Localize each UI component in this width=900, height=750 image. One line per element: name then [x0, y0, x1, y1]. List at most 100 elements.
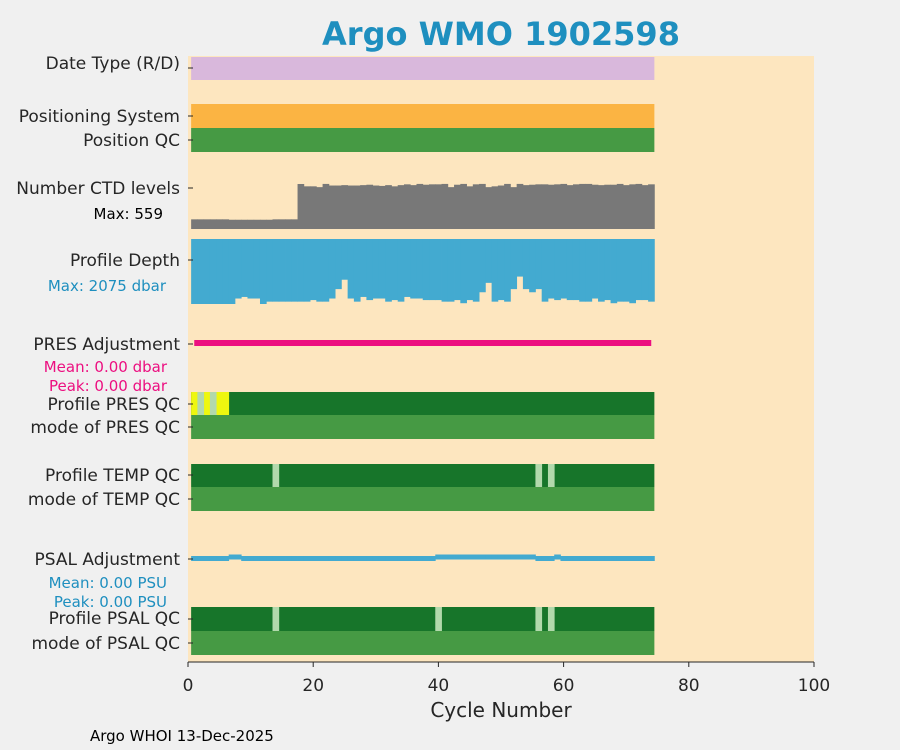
ctd-bar	[328, 185, 336, 229]
depth-bar	[579, 239, 586, 302]
psal-adjustment-segment	[554, 554, 561, 560]
ctd-bar	[266, 219, 273, 229]
depth-bar	[397, 239, 405, 302]
depth-bar	[303, 239, 311, 302]
psal-adjustment-segment	[353, 556, 361, 561]
depth-bar	[516, 239, 524, 277]
depth-bar	[378, 239, 386, 299]
ctd-bar	[410, 185, 417, 229]
depth-bar	[403, 239, 411, 297]
psal-adjustment-segment	[341, 556, 349, 561]
ctd-bar	[460, 183, 467, 229]
psal-adjustment-segment	[454, 554, 461, 560]
ctd-bar	[241, 219, 248, 229]
label-mode-pres-qc: mode of PRES QC	[30, 418, 180, 438]
ctd-bar	[310, 186, 317, 229]
psal-adjustment-segment	[422, 556, 430, 561]
psal-adjustment-segment	[497, 554, 505, 560]
psal-adjustment-segment	[372, 556, 380, 561]
ctd-bar	[347, 185, 355, 229]
psal-adjustment-segment	[435, 554, 442, 560]
ctd-bar	[635, 183, 643, 229]
ctd-bar	[454, 184, 461, 229]
depth-bar	[641, 239, 649, 301]
depth-bar	[598, 239, 605, 302]
band-profile-temp-qc	[191, 464, 655, 487]
depth-bar	[610, 239, 618, 304]
psal-adjustment-segment	[397, 556, 405, 561]
depth-bar	[410, 239, 417, 299]
psal-adjustment-segment	[566, 556, 574, 561]
ctd-bar	[285, 219, 292, 229]
psal-adjustment-segment	[623, 556, 630, 561]
band-positioning-system	[191, 104, 655, 128]
ctd-bar	[435, 184, 442, 229]
depth-bar	[435, 239, 442, 301]
depth-bar	[353, 239, 361, 302]
pres-qc-flag	[197, 392, 205, 415]
depth-bar	[266, 239, 273, 302]
depth-bar	[604, 239, 611, 301]
x-tick-label: 20	[302, 676, 324, 696]
depth-bar	[560, 239, 568, 299]
ctd-bar	[629, 184, 636, 229]
ctd-bar	[541, 184, 549, 229]
psal-qc-flag	[435, 607, 442, 631]
ctd-bar	[209, 219, 217, 229]
ctd-bar	[616, 183, 624, 229]
ctd-bar	[604, 184, 611, 229]
label-pres-mean: Mean: 0.00 dbar	[44, 358, 168, 376]
psal-adjustment-segment	[322, 556, 330, 561]
psal-adjustment-segment	[222, 556, 230, 561]
psal-adjustment-segment	[598, 556, 605, 561]
depth-bar	[441, 239, 449, 302]
ctd-bar	[228, 219, 236, 229]
label-profile-temp-qc: Profile TEMP QC	[45, 466, 180, 486]
depth-bar	[241, 239, 248, 297]
depth-bar	[391, 239, 399, 301]
depth-bar	[497, 239, 505, 301]
depth-bar	[234, 239, 242, 299]
depth-bar	[222, 239, 230, 304]
psal-adjustment-segment	[535, 556, 543, 561]
psal-adjustment-segment	[447, 554, 455, 560]
footer-credit: Argo WHOI 13-Dec-2025	[90, 727, 274, 745]
psal-adjustment-segment	[604, 556, 611, 561]
ctd-bar	[203, 219, 211, 229]
ctd-bar	[222, 219, 230, 229]
band-profile-psal-qc	[191, 607, 655, 631]
ctd-bar	[566, 185, 574, 229]
depth-bar	[259, 239, 267, 304]
temp-qc-flag	[535, 464, 543, 487]
depth-bar	[335, 239, 342, 290]
depth-bar	[623, 239, 630, 302]
x-tick-label: 60	[553, 676, 575, 696]
depth-bar	[566, 239, 574, 301]
label-profile-psal-qc: Profile PSAL QC	[49, 609, 180, 629]
ctd-bar	[479, 183, 486, 229]
ctd-bar	[529, 184, 536, 229]
ctd-bar	[385, 185, 392, 229]
label-psal-adjustment: PSAL Adjustment	[35, 550, 181, 570]
psal-adjustment-segment	[316, 556, 323, 561]
psal-adjustment-segment	[197, 556, 205, 561]
psal-adjustment-segment	[541, 556, 549, 561]
psal-adjustment-segment	[547, 556, 555, 561]
ctd-bar	[360, 185, 367, 229]
psal-adjustment-segment	[203, 556, 211, 561]
psal-adjustment-segment	[616, 556, 624, 561]
label-pres-adjustment: PRES Adjustment	[33, 335, 180, 355]
psal-qc-flag	[547, 607, 555, 631]
ctd-bar	[585, 183, 593, 229]
ctd-bar	[579, 183, 586, 229]
ctd-bar	[547, 184, 555, 229]
x-tick-label: 80	[678, 676, 700, 696]
ctd-bar	[522, 185, 530, 229]
psal-adjustment-segment	[460, 554, 467, 560]
temp-qc-flag	[272, 464, 280, 487]
ctd-bar	[291, 219, 298, 229]
depth-bar	[504, 239, 511, 302]
band-profile-pres-qc	[191, 392, 655, 415]
ctd-bar	[247, 219, 255, 229]
ctd-bar	[422, 184, 430, 229]
